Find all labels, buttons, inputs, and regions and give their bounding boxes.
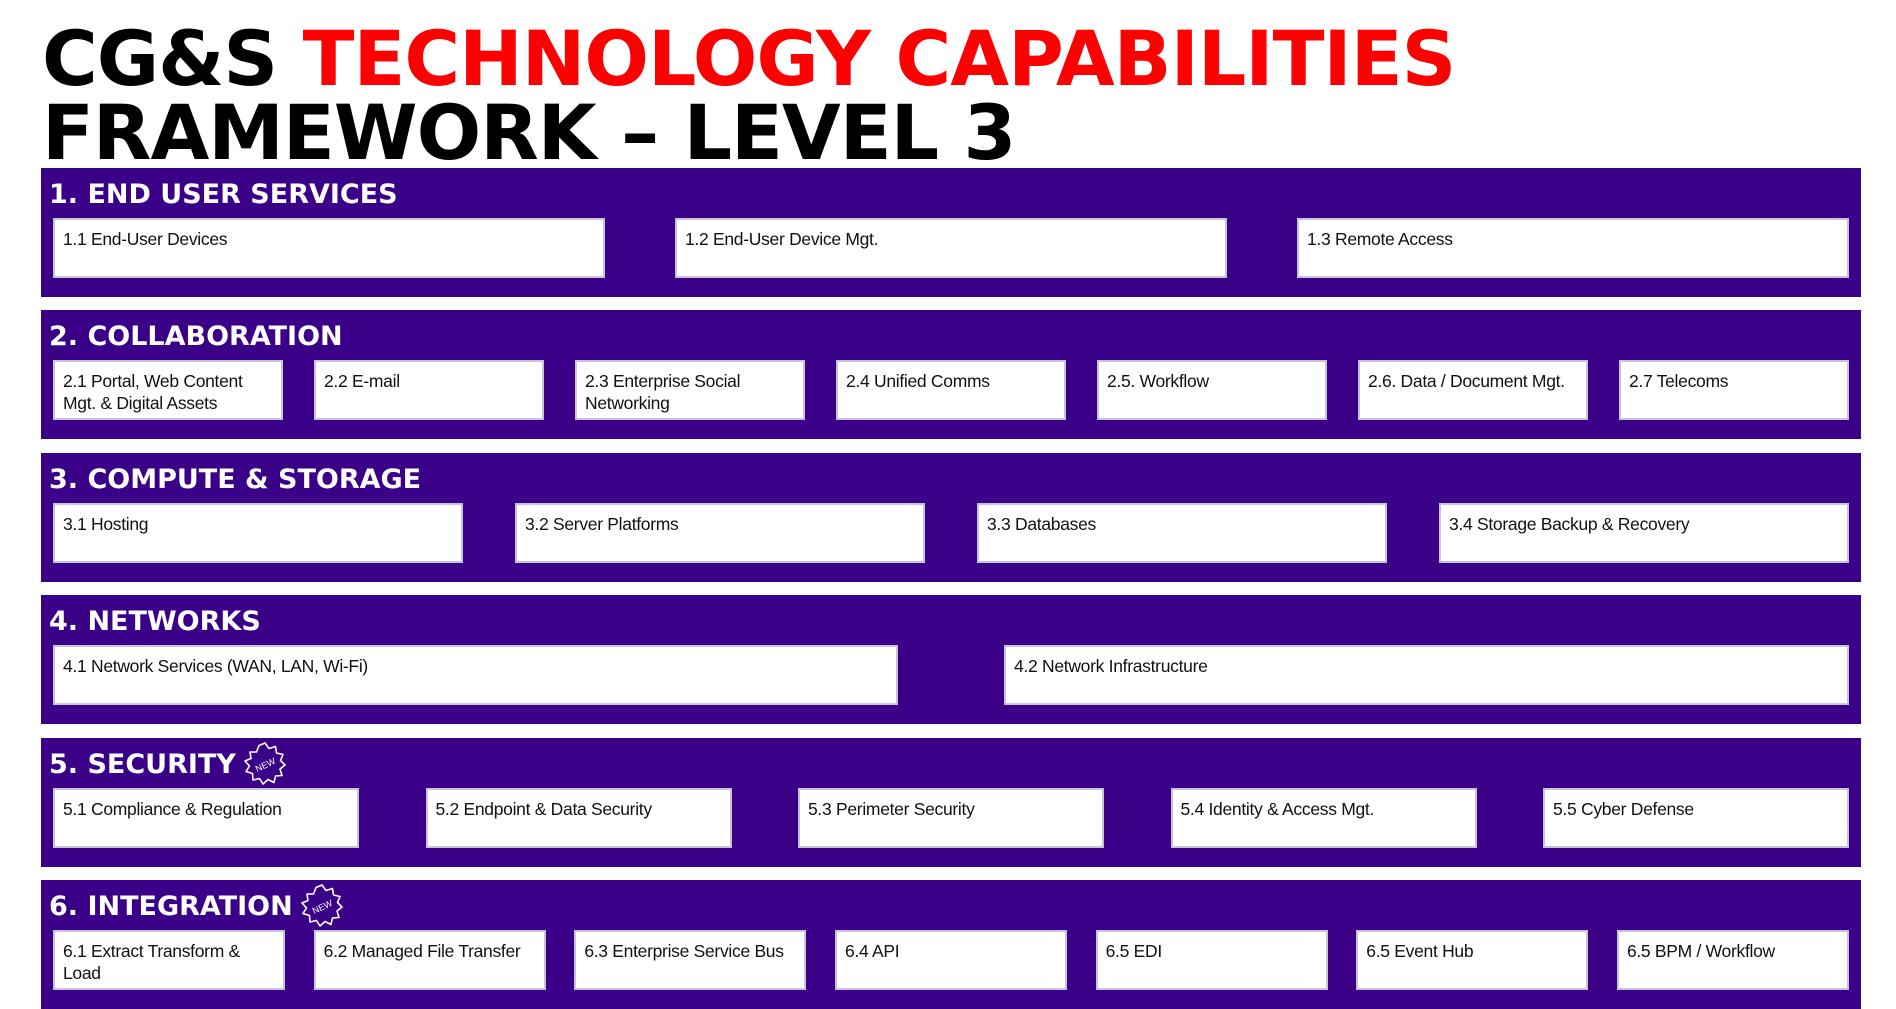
section-title: 3. COMPUTE & STORAGE <box>49 463 422 495</box>
section-title: 2. COLLABORATION <box>49 320 343 352</box>
capability-card[interactable]: 5.2 Endpoint & Data Security <box>425 788 732 848</box>
section-compute-storage: 3. COMPUTE & STORAGE 3.1 Hosting 3.2 Ser… <box>41 453 1861 582</box>
section-header: 5. SECURITY NEW <box>49 742 288 785</box>
capability-card[interactable]: 6.5 Event Hub <box>1356 930 1589 990</box>
section-title: 6. INTEGRATION <box>49 890 293 922</box>
capability-card[interactable]: 6.2 Managed File Transfer <box>313 930 546 990</box>
capability-row: 3.1 Hosting 3.2 Server Platforms 3.3 Dat… <box>53 503 1849 563</box>
section-networks: 4. NETWORKS 4.1 Network Services (WAN, L… <box>41 595 1861 724</box>
capability-card[interactable]: 6.5 BPM / Workflow <box>1616 930 1849 990</box>
capability-card[interactable]: 3.4 Storage Backup & Recovery <box>1439 503 1849 563</box>
capability-row: 6.1 Extract Transform & Load 6.2 Managed… <box>53 930 1849 990</box>
capability-card[interactable]: 6.3 Enterprise Service Bus <box>574 930 807 990</box>
capability-card[interactable]: 2.1 Portal, Web Content Mgt. & Digital A… <box>53 360 283 420</box>
capability-row: 4.1 Network Services (WAN, LAN, Wi-Fi) 4… <box>53 645 1849 705</box>
capability-card[interactable]: 1.3 Remote Access <box>1297 218 1849 278</box>
title-accent: TECHNOLOGY CAPABILITIES <box>302 14 1457 103</box>
capability-card[interactable]: 5.5 Cyber Defense <box>1543 788 1849 848</box>
section-title: 4. NETWORKS <box>49 605 261 637</box>
section-header: 3. COMPUTE & STORAGE <box>49 459 421 499</box>
capability-card[interactable]: 2.3 Enterprise Social Networking <box>575 360 805 420</box>
section-title: 1. END USER SERVICES <box>49 178 398 210</box>
page-title: CG&S TECHNOLOGY CAPABILITIES FRAMEWORK –… <box>42 21 1456 171</box>
section-header: 2. COLLABORATION <box>49 316 343 356</box>
capability-card[interactable]: 1.2 End-User Device Mgt. <box>675 218 1227 278</box>
capability-card[interactable]: 2.7 Telecoms <box>1619 360 1849 420</box>
section-end-user-services: 1. END USER SERVICES 1.1 End-User Device… <box>41 168 1861 297</box>
capability-card[interactable]: 5.1 Compliance & Regulation <box>53 788 359 848</box>
capability-card[interactable]: 5.4 Identity & Access Mgt. <box>1170 788 1477 848</box>
capability-card[interactable]: 5.3 Perimeter Security <box>798 788 1104 848</box>
capability-card[interactable]: 3.3 Databases <box>977 503 1387 563</box>
title-prefix: CG&S <box>42 14 278 103</box>
capability-card[interactable]: 2.2 E-mail <box>314 360 544 420</box>
capability-card[interactable]: 6.4 API <box>834 930 1067 990</box>
new-badge-icon: NEW <box>244 742 286 785</box>
capability-card[interactable]: 4.1 Network Services (WAN, LAN, Wi-Fi) <box>53 645 898 705</box>
capability-card[interactable]: 3.2 Server Platforms <box>515 503 925 563</box>
section-title: 5. SECURITY <box>49 748 236 780</box>
capability-row: 5.1 Compliance & Regulation 5.2 Endpoint… <box>53 788 1849 848</box>
capability-card[interactable]: 2.4 Unified Comms <box>836 360 1066 420</box>
section-header: 1. END USER SERVICES <box>49 174 398 214</box>
section-header: 6. INTEGRATION NEW <box>49 884 345 927</box>
section-integration: 6. INTEGRATION NEW 6.1 Extract Transform… <box>41 880 1861 1009</box>
capability-card[interactable]: 4.2 Network Infrastructure <box>1004 645 1849 705</box>
capability-card[interactable]: 1.1 End-User Devices <box>53 218 605 278</box>
capability-card[interactable]: 6.5 EDI <box>1095 930 1328 990</box>
capability-card[interactable]: 3.1 Hosting <box>53 503 463 563</box>
capability-row: 1.1 End-User Devices 1.2 End-User Device… <box>53 218 1849 278</box>
section-security: 5. SECURITY NEW 5.1 Compliance & Regulat… <box>41 738 1861 867</box>
section-collaboration: 2. COLLABORATION 2.1 Portal, Web Content… <box>41 310 1861 439</box>
capability-card[interactable]: 2.6. Data / Document Mgt. <box>1358 360 1588 420</box>
capability-row: 2.1 Portal, Web Content Mgt. & Digital A… <box>53 360 1849 420</box>
section-header: 4. NETWORKS <box>49 601 261 641</box>
title-line2: FRAMEWORK – LEVEL 3 <box>42 88 1016 177</box>
capability-card[interactable]: 6.1 Extract Transform & Load <box>53 930 285 990</box>
capability-card[interactable]: 2.5. Workflow <box>1097 360 1327 420</box>
new-badge-icon: NEW <box>300 884 343 927</box>
